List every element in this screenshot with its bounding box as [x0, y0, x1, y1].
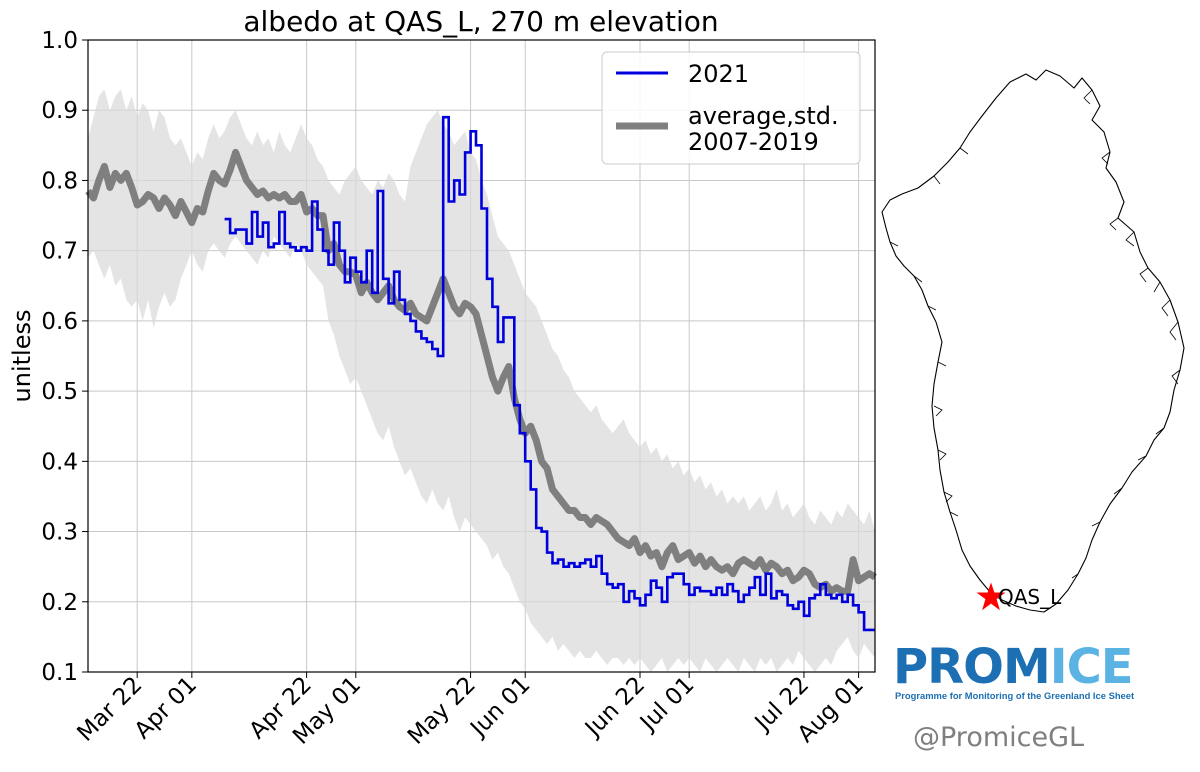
y-tick-label: 0.6 — [41, 309, 78, 335]
y-tick-label: 1.0 — [41, 28, 78, 54]
greenland-map — [881, 69, 1185, 613]
x-tick-label: Jul 01 — [634, 672, 699, 737]
series-line-average — [85, 148, 877, 595]
legend-label-average-line1: average,std. — [688, 102, 839, 130]
promice-logo-part2: ICE — [1049, 639, 1134, 695]
y-tick-label: 0.2 — [41, 590, 78, 616]
x-tick-label: Apr 01 — [130, 672, 202, 744]
series-lines — [85, 115, 877, 632]
chart-title: albedo at QAS_L, 270 m elevation — [243, 5, 718, 38]
y-tick-label: 0.4 — [41, 449, 78, 475]
greenland-outline — [881, 69, 1185, 613]
x-tick-label: Jun 01 — [464, 672, 535, 743]
x-tick-label: Mar 22 — [72, 672, 147, 747]
legend-box — [601, 51, 861, 165]
plot-frame — [87, 39, 876, 673]
legend-label-2021: 2021 — [688, 60, 749, 88]
y-axis-ticks: 0.1 0.2 0.3 0.4 0.5 0.6 0.7 0.8 0.9 1.0 — [41, 28, 88, 686]
y-tick-label: 0.8 — [41, 168, 78, 194]
y-tick-label: 0.7 — [41, 239, 78, 265]
station-marker — [976, 582, 1006, 611]
legend: 2021 average,std. 2007-2019 — [601, 51, 861, 165]
promice-logo-text: PROMICE — [893, 643, 1134, 691]
station-star-icon — [976, 582, 1006, 611]
y-axis-label: unitless — [8, 310, 36, 403]
twitter-handle: @PromiceGL — [913, 722, 1085, 753]
station-label: QAS_L — [998, 585, 1062, 609]
y-tick-label: 0.3 — [41, 520, 78, 546]
x-tick-label: Jun 22 — [579, 672, 650, 743]
promice-logo-part1: PROM — [893, 639, 1051, 695]
promice-tagline: Programme for Monitoring of the Greenlan… — [895, 690, 1135, 701]
y-tick-label: 0.1 — [41, 660, 78, 686]
y-tick-label: 0.9 — [41, 98, 78, 124]
legend-label-average-line2: 2007-2019 — [688, 128, 819, 156]
series-line-2021 — [224, 115, 875, 632]
y-tick-label: 0.5 — [41, 379, 78, 405]
greenland-coastal-detail — [889, 89, 1181, 579]
x-tick-label: May 22 — [403, 672, 481, 750]
albedo-chart: 0.1 0.2 0.3 0.4 0.5 0.6 0.7 0.8 0.9 1.0 Mar 22Apr… — [8, 5, 877, 750]
promice-logo: PROMICE Programme for Monitoring of the … — [893, 643, 1134, 705]
